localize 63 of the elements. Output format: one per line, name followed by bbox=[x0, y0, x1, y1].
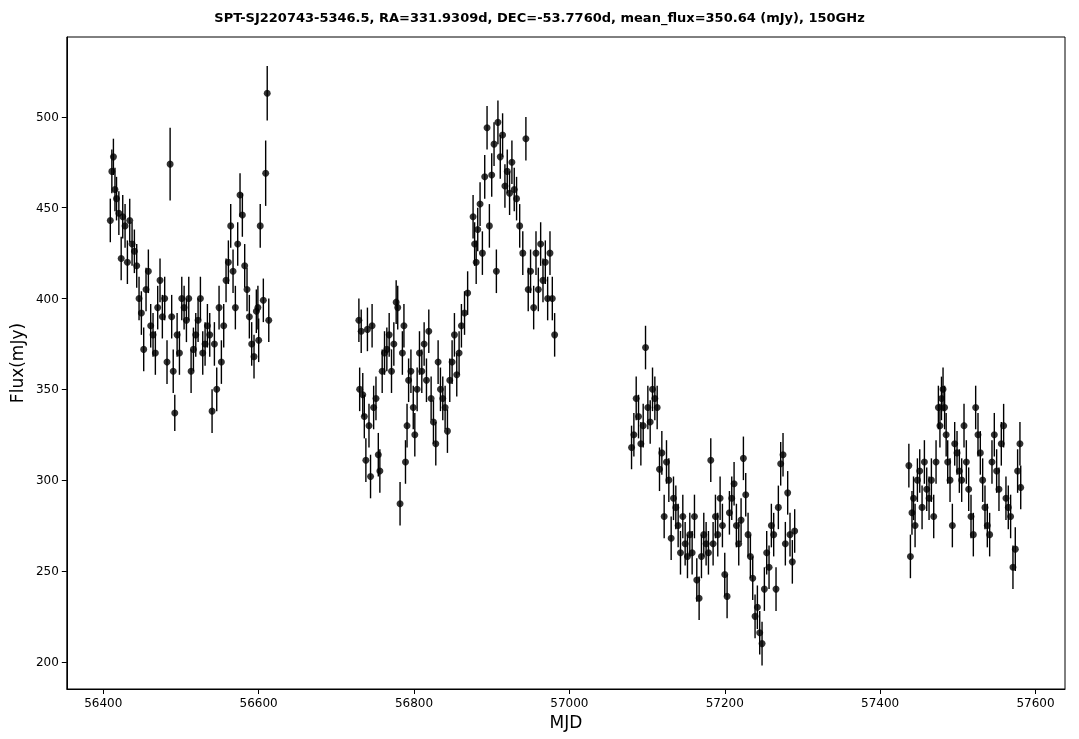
y-tick-label: 450 bbox=[35, 200, 59, 215]
x-tick-label: 56400 bbox=[84, 696, 123, 710]
x-tick-label: 57600 bbox=[1016, 696, 1055, 710]
point bbox=[1017, 483, 1025, 491]
point bbox=[990, 431, 998, 439]
x-tick-label: 56800 bbox=[394, 696, 434, 710]
point bbox=[930, 512, 938, 520]
point bbox=[936, 422, 944, 430]
point bbox=[983, 522, 991, 530]
point bbox=[995, 485, 1003, 493]
point bbox=[967, 512, 975, 520]
point bbox=[939, 385, 947, 393]
x-tick-label: 56600 bbox=[239, 696, 278, 710]
point bbox=[1007, 512, 1015, 520]
x-tick-label: 57400 bbox=[861, 696, 900, 710]
point bbox=[925, 494, 933, 502]
chart-title: SPT-SJ220743-5346.5, RA=331.9309d, DEC=-53.7760d, mean_flux=350.64 (mJy), 150GHz bbox=[214, 10, 865, 26]
point bbox=[1000, 422, 1008, 430]
point bbox=[941, 404, 949, 411]
point bbox=[920, 458, 928, 466]
point bbox=[906, 552, 914, 560]
point bbox=[927, 476, 935, 484]
point bbox=[981, 503, 989, 511]
y-tick-label: 200 bbox=[35, 654, 59, 669]
point bbox=[969, 531, 977, 539]
y-tick-label: 300 bbox=[35, 473, 59, 488]
point bbox=[948, 522, 956, 530]
point bbox=[993, 467, 1001, 475]
point bbox=[913, 476, 921, 484]
y-tick-label: 250 bbox=[35, 563, 59, 578]
point bbox=[923, 485, 931, 493]
x-tick-label: 57000 bbox=[550, 696, 589, 710]
point bbox=[974, 431, 982, 439]
point bbox=[1016, 440, 1024, 448]
point bbox=[951, 440, 959, 448]
x-axis-title: MJD bbox=[549, 712, 583, 733]
point bbox=[905, 462, 913, 470]
point bbox=[979, 476, 987, 484]
point bbox=[942, 431, 950, 439]
point bbox=[1011, 545, 1019, 553]
point bbox=[916, 467, 924, 475]
point bbox=[918, 503, 926, 511]
point bbox=[1002, 494, 1010, 502]
point bbox=[976, 449, 984, 457]
point bbox=[908, 509, 916, 517]
point bbox=[972, 404, 980, 411]
x-tick-label: 57200 bbox=[705, 696, 744, 710]
y-axis-title: Flux(mJy) bbox=[6, 322, 27, 404]
point bbox=[955, 467, 963, 475]
point bbox=[965, 485, 973, 493]
point bbox=[997, 440, 1005, 448]
point bbox=[962, 458, 970, 466]
point bbox=[1004, 503, 1012, 511]
point bbox=[1009, 563, 1017, 571]
point bbox=[960, 422, 968, 430]
y-tick-label: 500 bbox=[35, 109, 59, 124]
point bbox=[910, 494, 918, 502]
y-tick-label: 350 bbox=[35, 382, 59, 397]
point bbox=[944, 458, 952, 466]
point bbox=[958, 476, 966, 484]
y-tick-label: 400 bbox=[35, 291, 59, 306]
point bbox=[911, 522, 919, 530]
point bbox=[986, 531, 994, 539]
